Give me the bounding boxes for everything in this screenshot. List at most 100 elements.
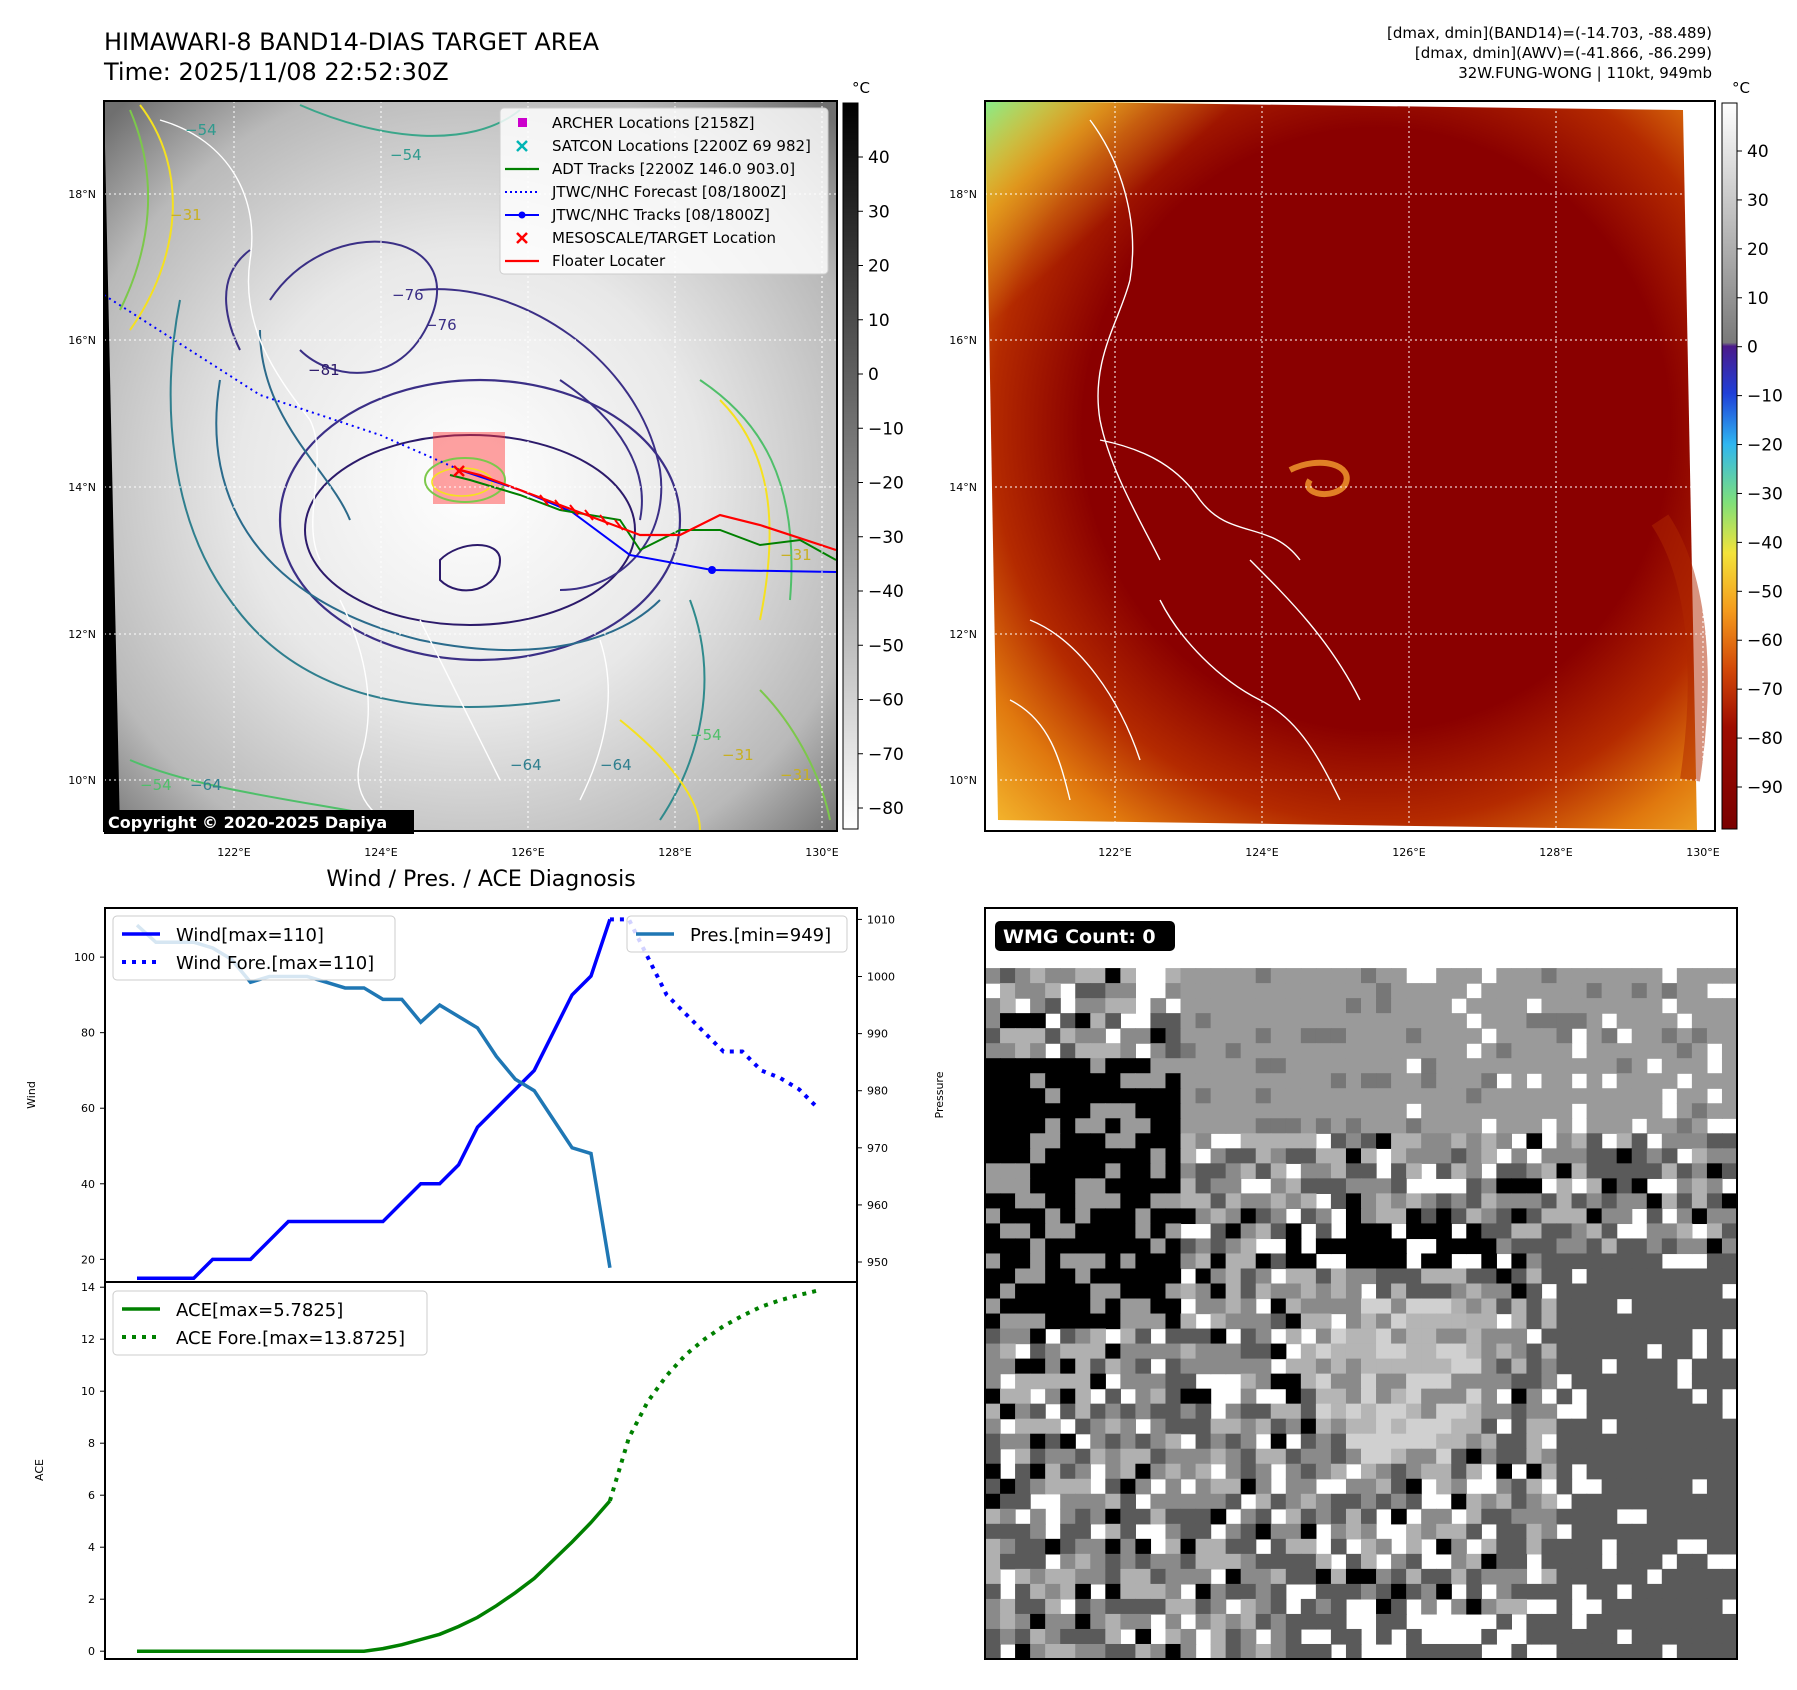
colorbar-tick: 40 xyxy=(1747,142,1769,162)
ace-y-tick: 6 xyxy=(88,1489,95,1502)
legend-item-label: MESOSCALE/TARGET Location xyxy=(552,229,776,247)
ace-y-tick: 12 xyxy=(81,1333,95,1346)
awv-info-line1: [dmax, dmin](BAND14)=(-14.703, -88.489) xyxy=(1387,24,1712,42)
contour-label: −64 xyxy=(510,756,542,774)
lon-tick: 124°E xyxy=(364,846,397,859)
lon-tick: 128°E xyxy=(1539,846,1572,859)
wind-y-tick: 80 xyxy=(81,1027,95,1040)
colorbar-tick: −40 xyxy=(1747,533,1783,553)
awv-info-line3: 32W.FUNG-WONG | 110kt, 949mb xyxy=(1458,64,1712,82)
lon-tick: 130°E xyxy=(1686,846,1719,859)
legend-item: MESOSCALE/TARGET Location xyxy=(516,229,776,247)
colorbar-tick: 10 xyxy=(868,311,890,331)
series-line-wind xyxy=(137,918,612,1280)
colorbar-tick: −60 xyxy=(1747,631,1783,651)
colorbar-tick: −10 xyxy=(868,419,904,439)
ace-axis-label: ACE xyxy=(33,1459,46,1481)
legend-item-label: Floater Locater xyxy=(552,252,666,270)
contour-label: −31 xyxy=(780,766,812,784)
contour-label: −64 xyxy=(600,756,632,774)
lat-tick: 18°N xyxy=(68,188,96,201)
contour-label: −81 xyxy=(308,361,340,379)
wind-legend-label: Wind[max=110] xyxy=(176,925,324,946)
ace-y-tick: 14 xyxy=(81,1281,95,1294)
legend-item-label: ADT Tracks [2200Z 146.0 903.0] xyxy=(552,160,795,178)
ace-y-tick: 2 xyxy=(88,1593,95,1606)
awv-satellite-image xyxy=(985,101,1715,831)
wmg-count-text: WMG Count: 0 xyxy=(1003,926,1156,948)
lon-tick: 126°E xyxy=(511,846,544,859)
ir-colorbar: °C 40 30 20 10 0 −10 −20 −30 −40 −50 −60 −70 −80 xyxy=(842,79,904,830)
lat-tick: 12°N xyxy=(949,628,977,641)
contour-label: −54 xyxy=(140,776,172,794)
legend-item: JTWC/NHC Forecast [08/1800Z] xyxy=(505,183,786,201)
contour-label: −76 xyxy=(425,316,457,334)
ir-map-panel: HIMAWARI-8 BAND14-DIAS TARGET AREA Time:… xyxy=(68,28,904,859)
colorbar-tick: −60 xyxy=(868,691,904,711)
legend-item-label: SATCON Locations [2200Z 69 982] xyxy=(552,137,811,155)
awv-colorbar-unit: °C xyxy=(1732,79,1750,97)
colorbar-tick: −70 xyxy=(868,745,904,765)
colorbar-tick: −30 xyxy=(868,528,904,548)
pressure-y-tick: 970 xyxy=(867,1142,888,1155)
colorbar-tick: 10 xyxy=(1747,289,1769,309)
contour-label: −64 xyxy=(190,776,222,794)
colorbar-tick: −80 xyxy=(1747,729,1783,749)
ace-legend-label: ACE[max=5.7825] xyxy=(176,1300,343,1321)
copyright-badge: Copyright © 2020-2025 Dapiya xyxy=(104,810,414,834)
contour-label: −76 xyxy=(392,286,424,304)
lat-tick: 10°N xyxy=(68,774,96,787)
wind-y-tick: 40 xyxy=(81,1178,95,1191)
ace-y-tick: 10 xyxy=(81,1385,95,1398)
wind-y-tick: 100 xyxy=(74,951,95,964)
legend-item: ARCHER Locations [2158Z] xyxy=(518,114,755,132)
wind-axis-label: Wind xyxy=(25,1081,38,1109)
colorbar-tick: 30 xyxy=(868,202,890,222)
legend-item: JTWC/NHC Tracks [08/1800Z] xyxy=(505,206,770,224)
colorbar-tick: −50 xyxy=(1747,582,1783,602)
ace-y-tick: 0 xyxy=(88,1645,95,1658)
contour-labels: −76 −76 −81 −54 −54 −64 −64 −54 −31 −31 … xyxy=(140,121,812,794)
wind-y-tick: 20 xyxy=(81,1253,95,1266)
ir-panel-time: Time: 2025/11/08 22:52:30Z xyxy=(103,58,449,86)
lat-tick: 12°N xyxy=(68,628,96,641)
lat-tick: 14°N xyxy=(949,481,977,494)
colorbar-tick: 20 xyxy=(1747,240,1769,260)
colorbar-tick: −30 xyxy=(1747,484,1783,504)
wmg-count-badge: WMG Count: 0 xyxy=(995,921,1175,951)
colorbar-tick: 20 xyxy=(868,257,890,277)
diagnosis-panel: Wind / Pres. / ACE Diagnosis 20406080100… xyxy=(25,867,946,1660)
lat-tick: 18°N xyxy=(949,188,977,201)
legend-item-label: JTWC/NHC Tracks [08/1800Z] xyxy=(551,206,770,224)
ir-panel-title: HIMAWARI-8 BAND14-DIAS TARGET AREA xyxy=(104,28,600,56)
contour-label: −54 xyxy=(185,121,217,139)
lat-tick: 16°N xyxy=(68,334,96,347)
pressure-y-tick: 1000 xyxy=(867,971,895,984)
legend-item: SATCON Locations [2200Z 69 982] xyxy=(516,137,811,155)
jtwc-forecast-track xyxy=(104,294,461,471)
lon-tick: 124°E xyxy=(1245,846,1278,859)
wind-legend: Wind[max=110] Wind Fore.[max=110] xyxy=(112,915,396,981)
lon-tick: 130°E xyxy=(805,846,838,859)
lat-tick: 16°N xyxy=(949,334,977,347)
contour-label: −31 xyxy=(722,746,754,764)
awv-colorbar: °C 40 30 20 10 0 −10 −20 −30 −40 −50 −60 −70 −80 −90 xyxy=(1721,79,1783,830)
pressure-y-tick: 950 xyxy=(867,1256,888,1269)
pressure-y-tick: 980 xyxy=(867,1085,888,1098)
colorbar-tick: −10 xyxy=(1747,387,1783,407)
series-line-ace xyxy=(137,1499,612,1653)
colorbar-tick: −90 xyxy=(1747,778,1783,798)
legend-item-label: JTWC/NHC Forecast [08/1800Z] xyxy=(551,183,786,201)
pressure-axis-label: Pressure xyxy=(933,1071,946,1118)
colorbar-tick: −40 xyxy=(868,582,904,602)
colorbar-tick: 0 xyxy=(868,365,879,385)
colorbar-tick: 0 xyxy=(1747,338,1758,358)
lon-tick: 122°E xyxy=(217,846,250,859)
adt-track xyxy=(449,474,837,561)
lat-tick: 14°N xyxy=(68,481,96,494)
awv-graticule xyxy=(985,101,1715,831)
contour-label: −54 xyxy=(690,726,722,744)
colorbar-tick: 30 xyxy=(1747,191,1769,211)
contour-label: −31 xyxy=(170,206,202,224)
